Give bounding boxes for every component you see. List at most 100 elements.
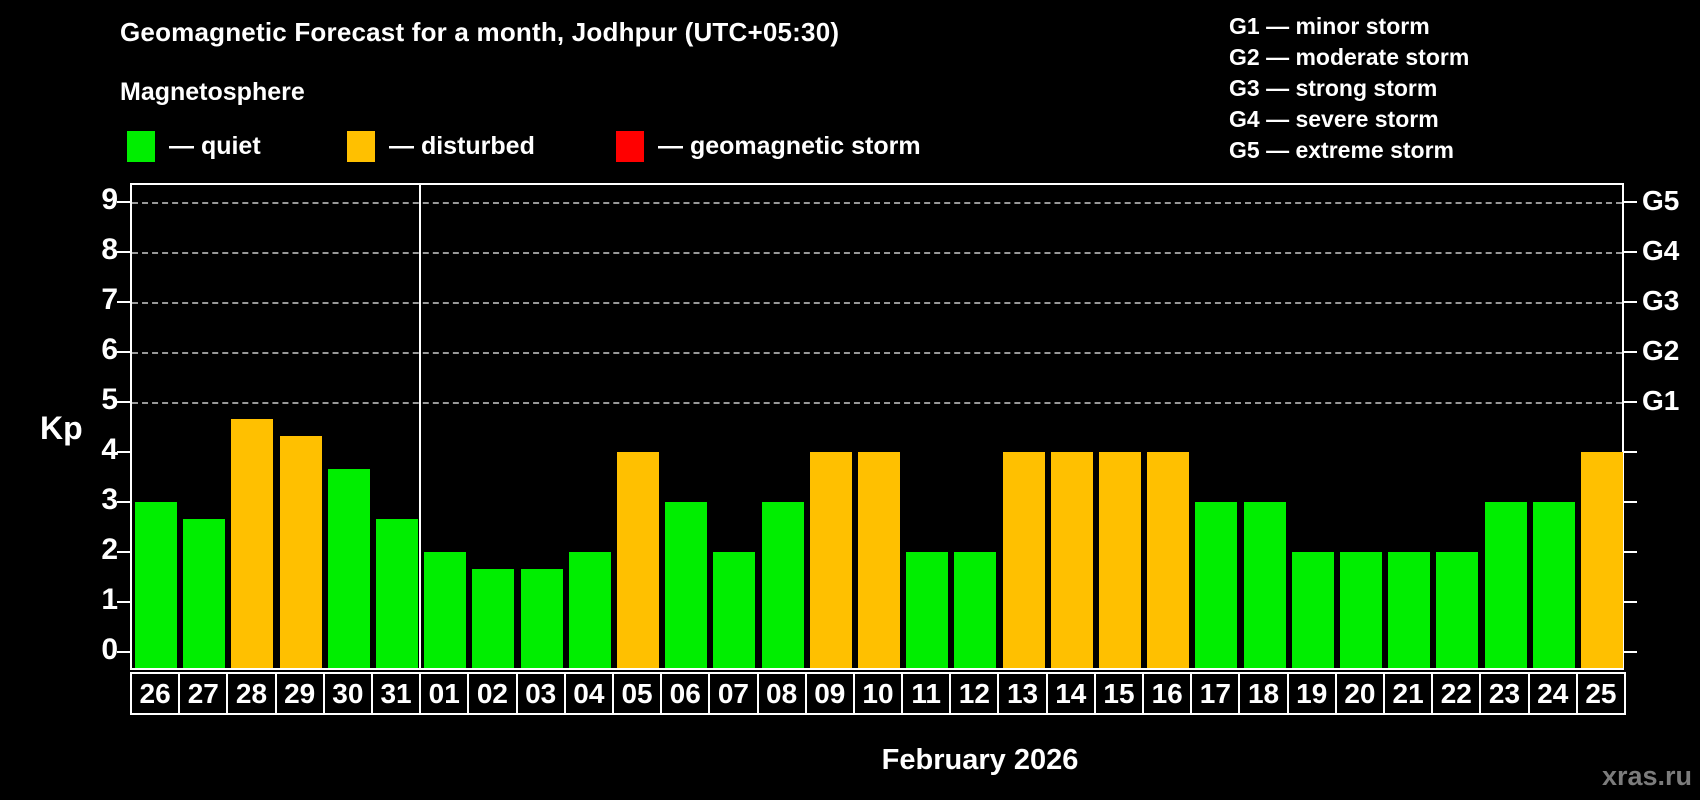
bar-slot-21 xyxy=(1385,185,1433,668)
bar-slot-15 xyxy=(1096,185,1144,668)
kp-bar-day-11 xyxy=(906,552,949,668)
right-tick-5 xyxy=(1624,401,1637,403)
g-scale-item-g3: G3 — strong storm xyxy=(1229,75,1438,101)
y-tick-0 xyxy=(117,651,130,653)
bar-slot-17 xyxy=(1192,185,1240,668)
kp-bar-day-29 xyxy=(279,435,322,668)
date-cell-16: 16 xyxy=(1142,672,1193,715)
bar-slot-04 xyxy=(566,185,614,668)
gridline-kp5 xyxy=(132,402,1622,404)
date-cell-22: 22 xyxy=(1431,672,1482,715)
bar-slot-24 xyxy=(1530,185,1578,668)
bar-slot-03 xyxy=(518,185,566,668)
y-tick-7 xyxy=(117,301,130,303)
kp-bar-day-17 xyxy=(1195,502,1238,668)
kp-bar-day-05 xyxy=(617,452,660,668)
right-tick-8 xyxy=(1624,251,1637,253)
date-cell-21: 21 xyxy=(1383,672,1434,715)
legend-swatch-quiet xyxy=(127,131,155,162)
kp-bar-day-14 xyxy=(1050,452,1093,668)
right-axis-label-g4: G4 xyxy=(1642,235,1680,266)
kp-bar-day-20 xyxy=(1339,552,1382,668)
y-tick-label-5: 5 xyxy=(101,383,118,416)
y-tick-4 xyxy=(117,451,130,453)
right-tick-2 xyxy=(1624,551,1637,553)
bar-slot-10 xyxy=(855,185,903,668)
y-tick-label-6: 6 xyxy=(101,333,118,366)
bar-slot-02 xyxy=(469,185,517,668)
kp-bar-day-16 xyxy=(1147,452,1190,668)
kp-bar-day-12 xyxy=(954,552,997,668)
date-cell-26: 26 xyxy=(130,672,181,715)
bar-slot-08 xyxy=(759,185,807,668)
bar-slot-11 xyxy=(903,185,951,668)
kp-bar-day-18 xyxy=(1243,502,1286,668)
legend-label-disturbed: — disturbed xyxy=(389,132,535,160)
bar-slot-26 xyxy=(132,185,180,668)
bar-slot-30 xyxy=(325,185,373,668)
right-axis-label-g2: G2 xyxy=(1642,335,1680,366)
date-cell-28: 28 xyxy=(226,672,277,715)
kp-axis-title: Kp xyxy=(40,410,83,446)
right-tick-9 xyxy=(1624,201,1637,203)
right-tick-0 xyxy=(1624,651,1637,653)
date-cell-01: 01 xyxy=(419,672,470,715)
y-tick-label-3: 3 xyxy=(101,483,118,516)
kp-bar-day-25 xyxy=(1580,452,1623,668)
date-cell-31: 31 xyxy=(370,672,422,715)
right-tick-3 xyxy=(1624,501,1637,503)
date-cell-12: 12 xyxy=(949,672,1000,715)
legend-item-quiet: — quiet xyxy=(127,131,261,162)
legend-swatch-disturbed xyxy=(347,131,375,162)
y-tick-label-7: 7 xyxy=(101,283,118,316)
kp-bar-day-28 xyxy=(231,418,274,668)
gridline-kp7 xyxy=(132,302,1622,304)
kp-bar-day-21 xyxy=(1388,552,1431,668)
right-axis-label-g3: G3 xyxy=(1642,285,1680,316)
kp-bar-day-10 xyxy=(857,452,900,668)
right-tick-1 xyxy=(1624,601,1637,603)
date-cell-17: 17 xyxy=(1190,672,1241,715)
legend-item-storm: — geomagnetic storm xyxy=(616,131,921,162)
date-cell-05: 05 xyxy=(611,672,663,715)
date-cell-06: 06 xyxy=(660,672,711,715)
chart-title: Geomagnetic Forecast for a month, Jodhpu… xyxy=(120,17,840,47)
date-cell-13: 13 xyxy=(997,672,1048,715)
date-cell-24: 24 xyxy=(1527,672,1578,715)
watermark: xras.ru xyxy=(1601,761,1692,791)
date-cell-15: 15 xyxy=(1093,672,1145,715)
date-cell-18: 18 xyxy=(1238,672,1289,715)
month-label: February 2026 xyxy=(881,744,1079,776)
bar-slot-19 xyxy=(1289,185,1337,668)
bar-slot-14 xyxy=(1048,185,1096,668)
date-cell-23: 23 xyxy=(1479,672,1530,715)
right-axis-label-g5: G5 xyxy=(1642,185,1680,216)
bar-slot-07 xyxy=(710,185,758,668)
y-tick-label-9: 9 xyxy=(101,183,118,216)
date-cell-19: 19 xyxy=(1286,672,1337,715)
y-tick-3 xyxy=(117,501,130,503)
kp-bar-day-15 xyxy=(1098,452,1141,668)
kp-bar-day-26 xyxy=(135,502,178,668)
kp-bar-day-13 xyxy=(1002,452,1045,668)
y-tick-label-2: 2 xyxy=(101,533,118,566)
g-scale-legend: G1 — minor storm G2 — moderate storm G3 — … xyxy=(1229,11,1469,166)
bar-slot-05 xyxy=(614,185,662,668)
kp-bar-day-09 xyxy=(809,452,852,668)
date-cell-11: 11 xyxy=(901,672,952,715)
bar-slot-22 xyxy=(1433,185,1481,668)
gridline-kp9 xyxy=(132,202,1622,204)
kp-bar-day-31 xyxy=(376,518,419,668)
date-cell-07: 07 xyxy=(708,672,759,715)
date-cell-02: 02 xyxy=(467,672,518,715)
date-cell-04: 04 xyxy=(563,672,614,715)
g-scale-item-g5: G5 — extreme storm xyxy=(1229,137,1454,163)
date-cell-03: 03 xyxy=(515,672,566,715)
kp-bar-day-07 xyxy=(713,552,756,668)
kp-bar-day-24 xyxy=(1532,502,1575,668)
bar-slot-25 xyxy=(1578,185,1626,668)
bar-slot-12 xyxy=(951,185,999,668)
right-tick-4 xyxy=(1624,451,1637,453)
gridline-kp8 xyxy=(132,252,1622,254)
kp-bar-day-02 xyxy=(472,568,515,668)
